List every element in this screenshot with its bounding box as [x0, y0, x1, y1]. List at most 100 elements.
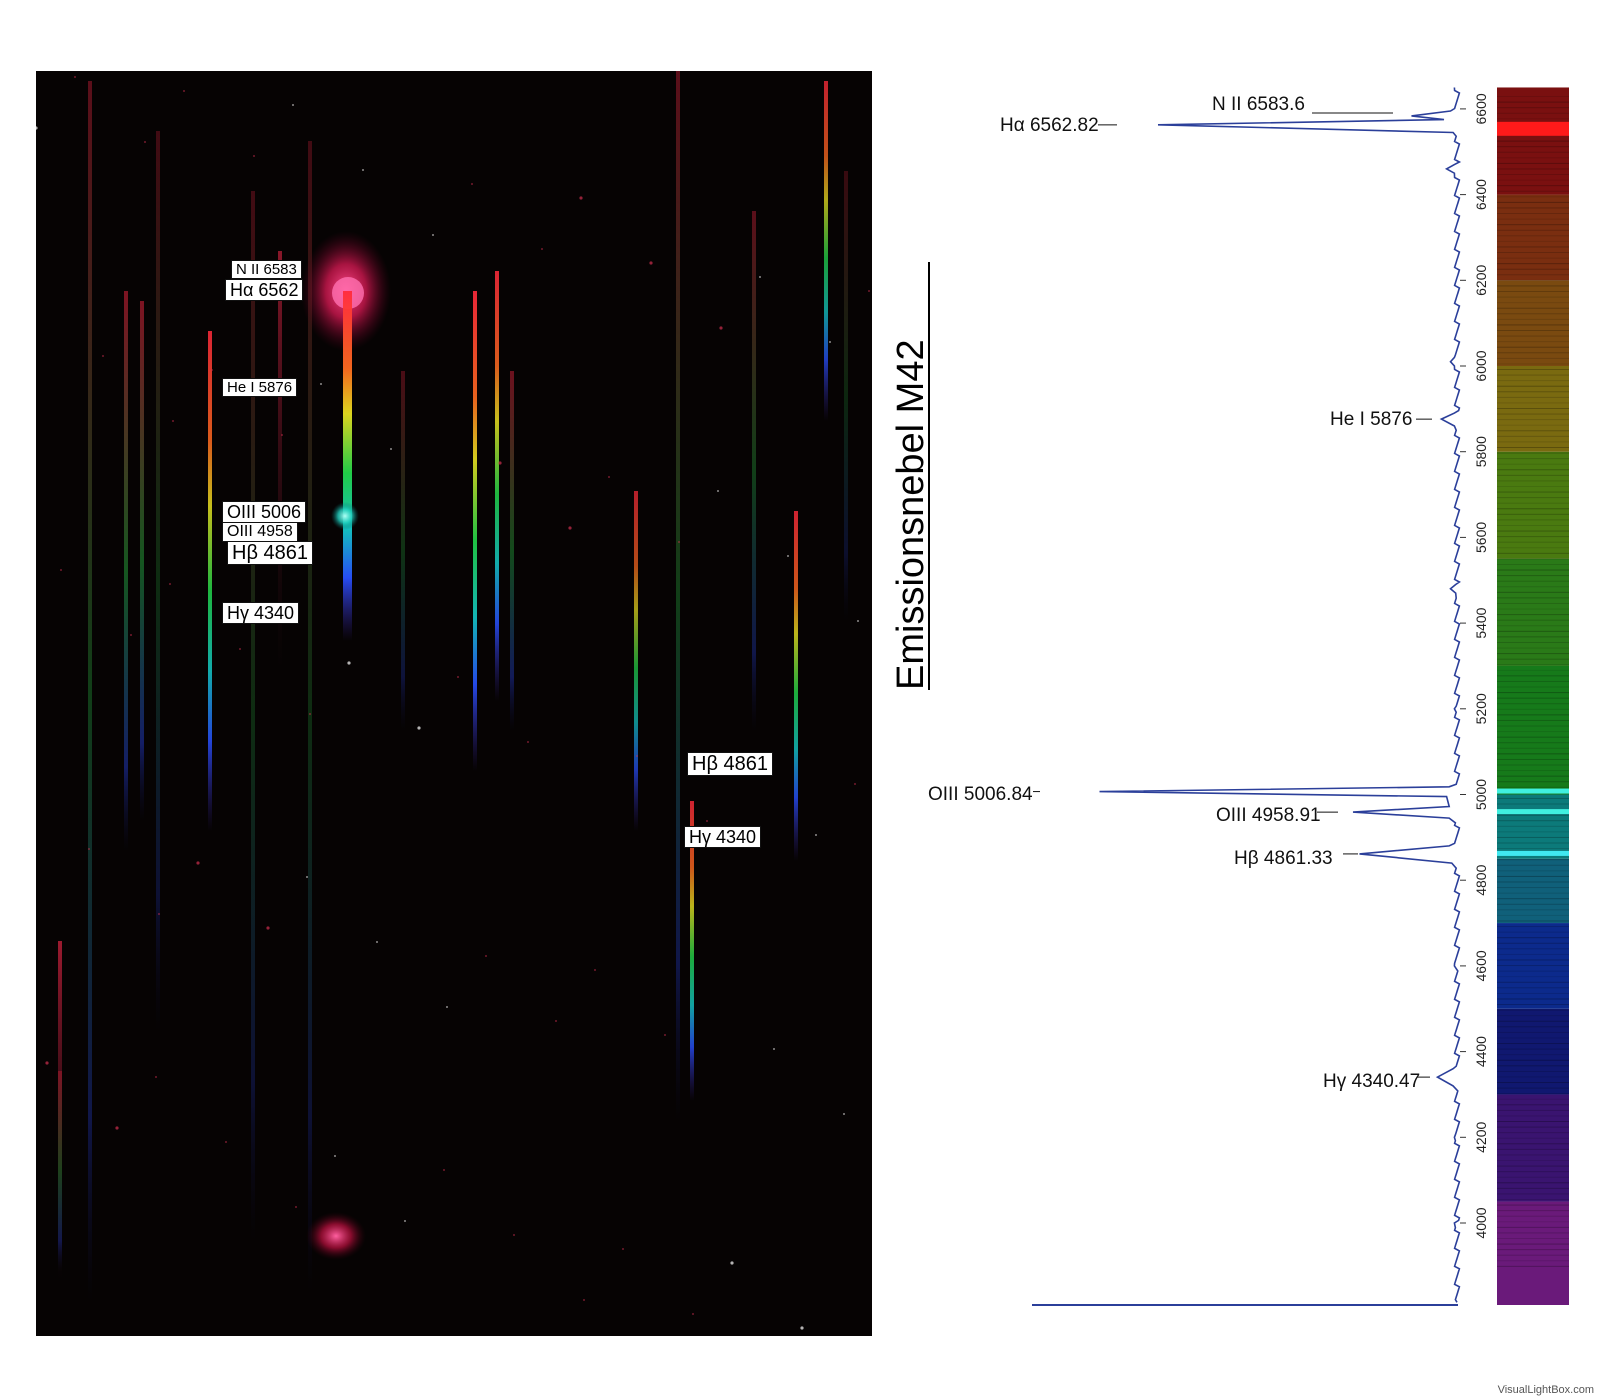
color-strip-texture: [1497, 207, 1569, 209]
color-strip-texture: [1497, 1221, 1569, 1223]
color-strip-texture: [1497, 1121, 1569, 1123]
color-strip-texture: [1497, 452, 1569, 454]
color-strip-texture: [1497, 903, 1569, 905]
color-strip-texture: [1497, 1148, 1569, 1150]
photo-label-oiii5006: OIII 5006: [222, 501, 307, 523]
star: [74, 76, 76, 78]
y-tick-label: 4000: [1473, 1207, 1489, 1238]
color-strip-band: [1497, 558, 1569, 666]
color-strip-band: [1497, 451, 1569, 559]
y-tick-label: 4200: [1473, 1122, 1489, 1153]
color-strip-texture: [1497, 491, 1569, 493]
color-strip-texture: [1497, 597, 1569, 599]
photo-label-oiii4958: OIII 4958: [222, 522, 298, 542]
color-strip-texture: [1497, 937, 1569, 939]
color-strip-texture: [1497, 1165, 1569, 1167]
nebula-spectrum-streak: [343, 291, 352, 641]
color-strip-texture: [1497, 246, 1569, 248]
star: [854, 783, 856, 785]
color-strip-texture: [1497, 357, 1569, 359]
star: [196, 861, 200, 865]
color-strip-texture: [1497, 268, 1569, 270]
star: [787, 555, 789, 557]
color-strip-texture: [1497, 279, 1569, 281]
color-strip-texture: [1497, 118, 1569, 120]
color-strip-texture: [1497, 151, 1569, 153]
color-strip-texture: [1497, 352, 1569, 354]
color-strip-texture: [1497, 1087, 1569, 1089]
color-strip-texture: [1497, 959, 1569, 961]
spectrum-streak: [824, 81, 828, 421]
color-strip-texture: [1497, 536, 1569, 538]
spectrum-streak: [401, 371, 405, 731]
color-strip-texture: [1497, 976, 1569, 978]
star: [498, 461, 502, 465]
color-strip-texture: [1497, 697, 1569, 699]
color-strip-texture: [1497, 1243, 1569, 1245]
y-tick-label: 5600: [1473, 522, 1489, 553]
color-strip-texture: [1497, 992, 1569, 994]
color-strip-texture: [1497, 1043, 1569, 1045]
color-strip-texture: [1497, 859, 1569, 861]
color-strip-texture: [1497, 998, 1569, 1000]
color-strip-texture: [1497, 803, 1569, 805]
star: [183, 90, 185, 92]
color-strip-texture: [1497, 653, 1569, 655]
color-strip-texture: [1497, 820, 1569, 822]
star: [594, 969, 596, 971]
color-strip-texture: [1497, 346, 1569, 348]
color-strip-texture: [1497, 987, 1569, 989]
color-strip-texture: [1497, 140, 1569, 142]
color-strip-texture: [1497, 781, 1569, 783]
color-strip-texture: [1497, 324, 1569, 326]
star: [513, 1234, 515, 1236]
y-tick-label: 4600: [1473, 950, 1489, 981]
star: [636, 755, 638, 757]
star: [759, 276, 761, 278]
annotation-label: Hβ 4861.33: [1234, 848, 1333, 869]
star: [169, 583, 171, 585]
star: [225, 1141, 227, 1143]
color-strip-texture: [1497, 1254, 1569, 1256]
color-strip-texture: [1497, 1160, 1569, 1162]
color-strip-texture: [1497, 307, 1569, 309]
color-strip-texture: [1497, 1143, 1569, 1145]
color-strip-texture: [1497, 380, 1569, 382]
star: [362, 169, 364, 171]
color-strip-texture: [1497, 965, 1569, 967]
color-strip-texture: [1497, 1210, 1569, 1212]
color-strip-texture: [1497, 235, 1569, 237]
color-strip-texture: [1497, 881, 1569, 883]
color-strip-texture: [1497, 179, 1569, 181]
color-strip-texture: [1497, 1054, 1569, 1056]
color-strip-texture: [1497, 274, 1569, 276]
color-strip-texture: [1497, 424, 1569, 426]
color-strip-texture: [1497, 552, 1569, 554]
y-tick-label: 6400: [1473, 179, 1489, 210]
color-strip-texture: [1497, 948, 1569, 950]
color-strip-band: [1497, 794, 1569, 859]
color-strip-texture: [1497, 385, 1569, 387]
color-strip-texture: [1497, 569, 1569, 571]
star: [88, 848, 90, 850]
color-strip-texture: [1497, 1237, 1569, 1239]
color-strip-band: [1497, 280, 1569, 366]
color-strip-texture: [1497, 630, 1569, 632]
star: [60, 569, 62, 571]
color-strip-texture: [1497, 196, 1569, 198]
star: [719, 326, 723, 330]
color-strip-band: [1497, 1201, 1569, 1305]
color-strip-texture: [1497, 731, 1569, 733]
star: [320, 383, 322, 385]
star: [281, 434, 283, 436]
color-strip-texture: [1497, 703, 1569, 705]
color-strip-texture: [1497, 1076, 1569, 1078]
color-strip-texture: [1497, 1232, 1569, 1234]
color-strip-texture: [1497, 664, 1569, 666]
color-strip-texture: [1497, 647, 1569, 649]
color-strip-texture: [1497, 1070, 1569, 1072]
color-strip-texture: [1497, 591, 1569, 593]
photo-label-halpha: Hα 6562: [225, 279, 304, 301]
color-strip: [1497, 87, 1569, 1305]
star: [471, 183, 473, 185]
